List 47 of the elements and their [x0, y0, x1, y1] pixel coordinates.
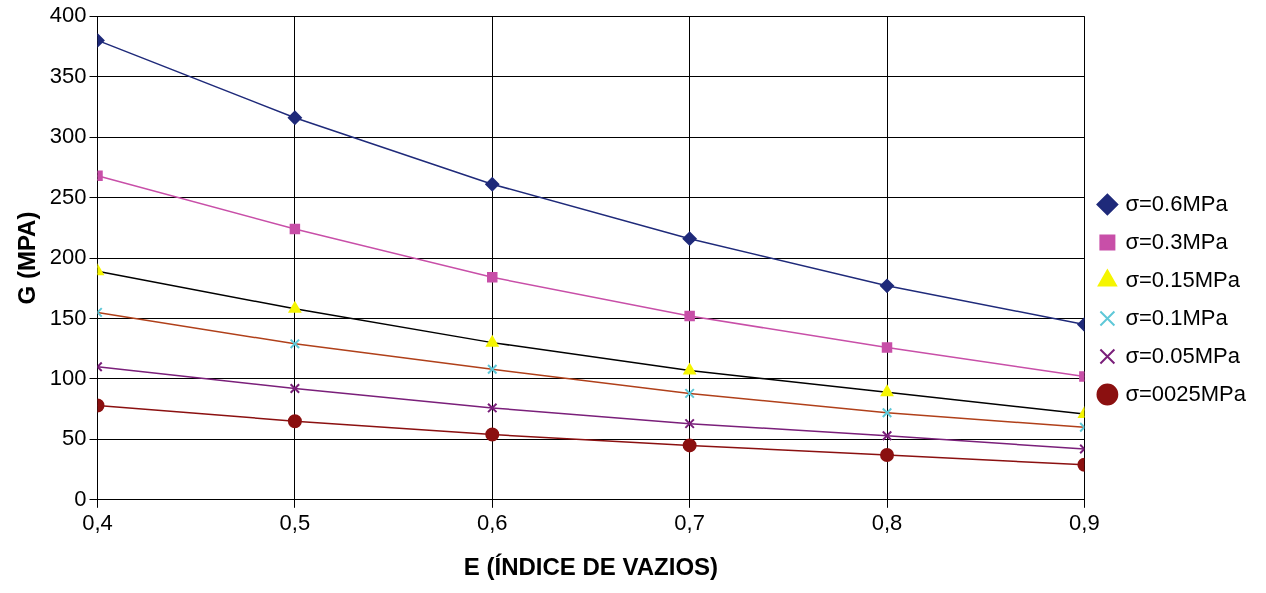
point: [684, 310, 695, 322]
point: [287, 110, 302, 125]
point: [682, 231, 697, 246]
y-tick-label: 100: [49, 364, 87, 390]
point: [485, 427, 500, 442]
point: [289, 338, 301, 350]
x-tick-label: 0,6: [476, 510, 508, 536]
x-axis-title: E (ÍNDICE DE VAZIOS): [463, 553, 719, 581]
point: [289, 223, 301, 235]
point: [288, 301, 302, 313]
x-tick-label: 0,8: [871, 510, 903, 536]
y-tick-label: 0: [74, 485, 87, 511]
x-tick-label: 0,9: [1069, 510, 1100, 536]
point: [485, 177, 500, 192]
y-tick-label: 300: [49, 123, 87, 149]
point: [682, 438, 697, 453]
point: [880, 385, 894, 397]
point: [881, 407, 893, 418]
point: [486, 335, 499, 347]
y-tick-label: 400: [49, 2, 87, 28]
point: [880, 278, 895, 293]
point: [880, 448, 895, 463]
legend-label: σ=0.1MPa: [1125, 304, 1229, 330]
x-tick-label: 0,5: [279, 510, 311, 536]
x-tick-label: 0,7: [674, 510, 705, 536]
legend-label: σ=0025MPa: [1125, 380, 1247, 406]
point: [487, 402, 498, 414]
point: [684, 388, 695, 399]
x-tick-label: 0,4: [82, 510, 113, 536]
legend-label: σ=0.3MPa: [1125, 228, 1229, 254]
point: [881, 342, 893, 353]
point: [881, 430, 893, 441]
point: [287, 414, 302, 429]
legend-label: σ=0.15MPa: [1125, 266, 1241, 292]
point: [487, 363, 498, 375]
point: [683, 363, 696, 375]
y-tick-label: 200: [49, 244, 87, 270]
y-tick-label: 250: [49, 183, 87, 209]
legend-label: σ=0.6MPa: [1125, 190, 1229, 216]
y-tick-label: 150: [49, 304, 87, 330]
point: [289, 383, 301, 394]
point: [487, 272, 498, 283]
y-tick-label: 50: [62, 425, 87, 451]
y-axis-title: G (MPA): [13, 211, 41, 305]
point: [684, 418, 695, 429]
legend-label: σ=0.05MPa: [1125, 342, 1241, 368]
y-tick-label: 350: [49, 62, 87, 88]
